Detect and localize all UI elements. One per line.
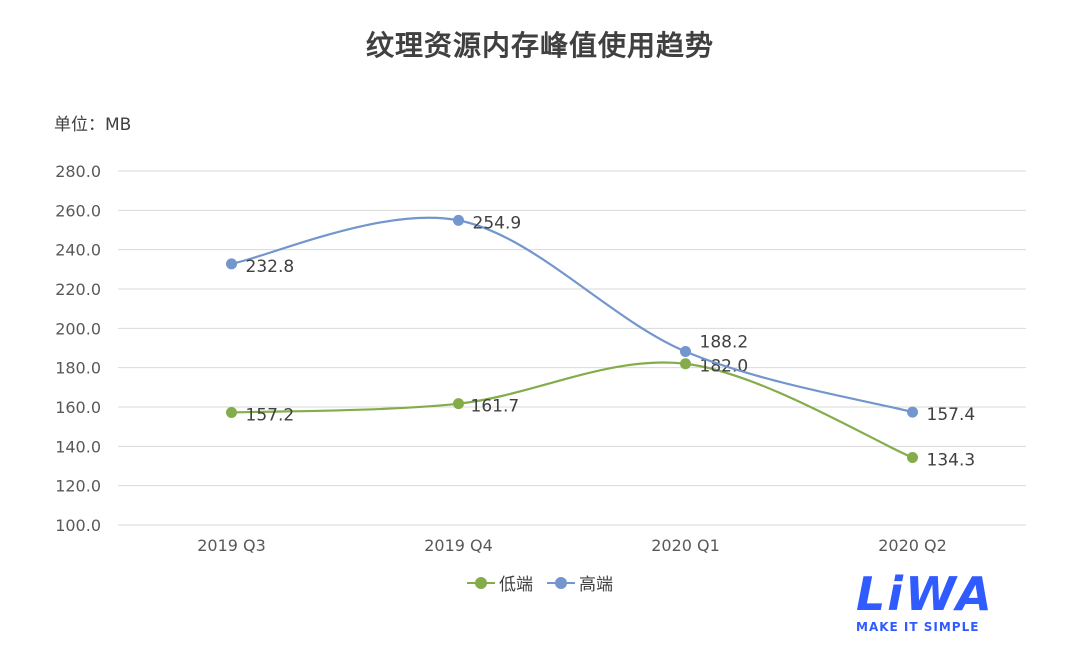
chart-title: 纹理资源内存峰值使用趋势	[365, 29, 714, 62]
series-line-high	[231, 216, 913, 414]
data-label: 232.8	[246, 257, 295, 277]
data-label: 157.4	[927, 405, 976, 425]
unit-label: 单位：MB	[54, 115, 132, 135]
y-tick-label: 240.0	[55, 241, 101, 260]
x-tick-label: 2020 Q2	[878, 536, 947, 555]
y-tick-label: 100.0	[55, 516, 101, 535]
data-point	[453, 398, 464, 410]
y-tick-label: 160.0	[55, 398, 101, 417]
y-tick-label: 120.0	[55, 477, 101, 496]
data-point	[453, 214, 464, 226]
series-line-low	[231, 361, 913, 459]
data-label: 161.7	[471, 397, 520, 417]
brand-logo: LiWA MAKE IT SIMPLE	[856, 570, 1040, 634]
data-point	[680, 346, 691, 358]
data-label: 157.2	[246, 406, 295, 426]
data-point	[226, 407, 237, 419]
x-tick-label: 2020 Q1	[651, 536, 720, 555]
data-label: 254.9	[473, 213, 522, 233]
legend: 低端 高端	[0, 570, 1080, 595]
y-tick-label: 220.0	[55, 280, 101, 299]
data-label: 188.2	[700, 333, 749, 353]
data-point	[680, 358, 691, 370]
data-label: 134.3	[927, 451, 976, 471]
y-tick-label: 200.0	[55, 319, 101, 338]
y-tick-label: 280.0	[55, 162, 101, 181]
y-tick-label: 180.0	[55, 359, 101, 378]
y-tick-label: 140.0	[55, 437, 101, 456]
legend-label-low: 低端	[499, 575, 533, 595]
logo-tagline: MAKE IT SIMPLE	[856, 620, 980, 634]
data-point	[226, 258, 237, 270]
data-point	[907, 406, 918, 418]
legend-swatch-high	[547, 576, 575, 589]
legend-item-high: 高端	[547, 570, 613, 595]
logo-mark: LiWA	[856, 567, 994, 621]
legend-item-low: 低端	[467, 570, 533, 595]
y-tick-label: 260.0	[55, 201, 101, 220]
x-tick-label: 2019 Q4	[424, 536, 493, 555]
legend-label-high: 高端	[579, 575, 613, 595]
data-point	[907, 452, 918, 464]
x-tick-label: 2019 Q3	[197, 536, 266, 555]
legend-swatch-low	[467, 576, 495, 589]
